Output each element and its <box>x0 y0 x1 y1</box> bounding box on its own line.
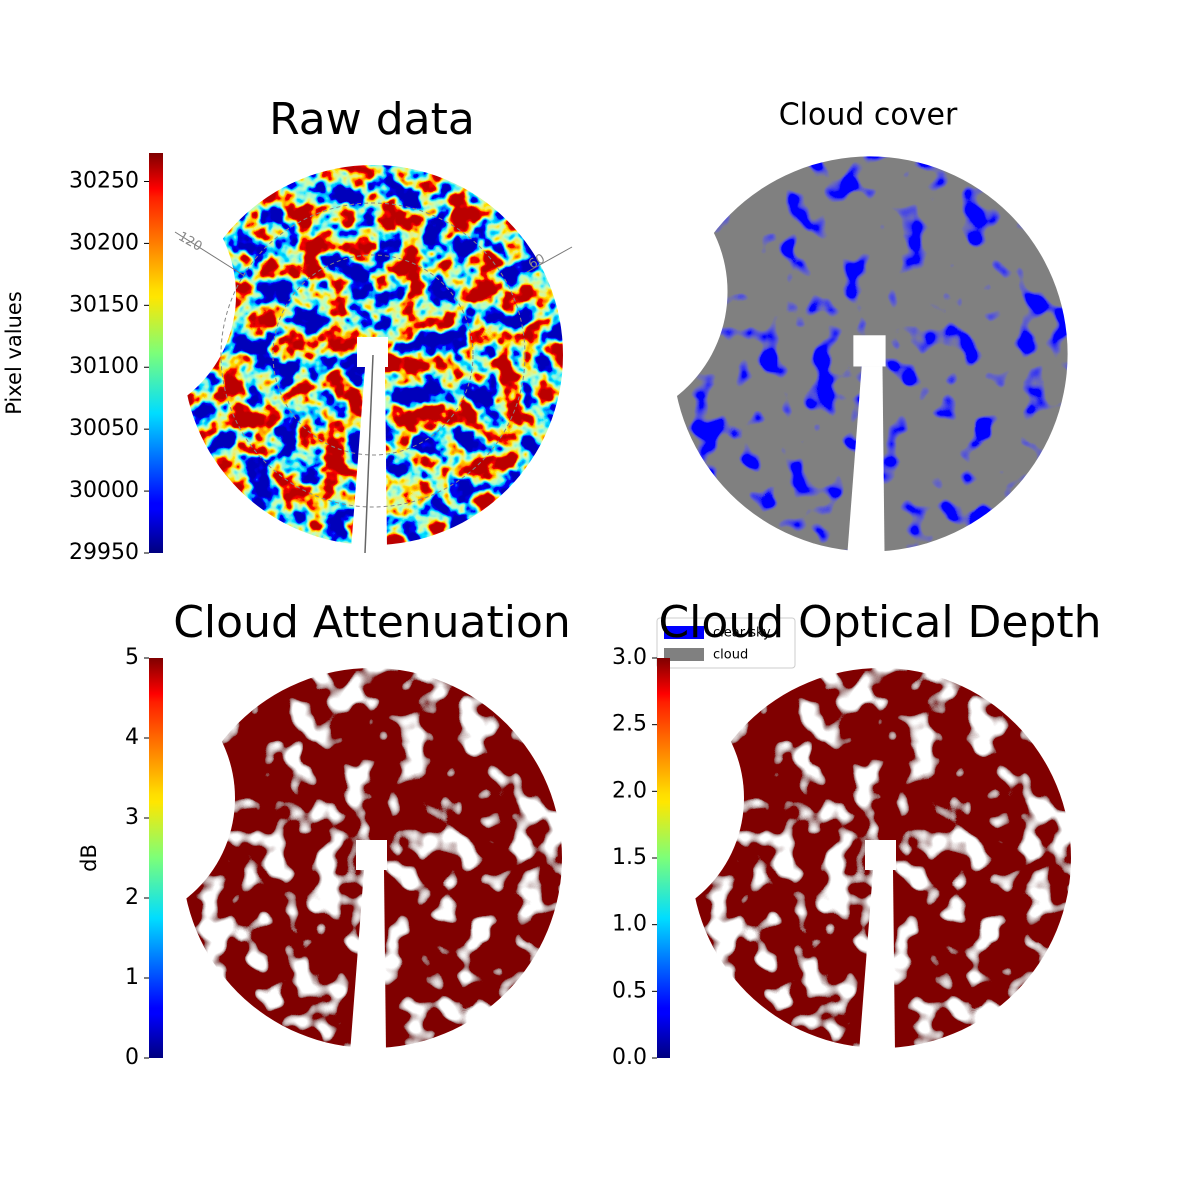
colorbar-tick-label: 30000 <box>69 478 139 503</box>
raw-image <box>173 155 573 555</box>
colorbar-tick-label: 30100 <box>69 354 139 379</box>
colorbar-tick-label: 29950 <box>69 540 139 565</box>
legend-swatch <box>664 626 704 639</box>
panel-title: Cloud cover <box>779 98 958 133</box>
colorbar-tick-label: 30150 <box>69 292 139 317</box>
colorbar <box>149 658 163 1058</box>
angle-annotation: 60 <box>526 251 548 272</box>
colorbar-tick-label: 1 <box>125 965 139 990</box>
legend-label: clear sky <box>713 626 771 641</box>
panel-title: Raw data <box>269 94 475 145</box>
colorbar-tick-label: 2.5 <box>612 712 647 737</box>
colorbar-tick-label: 3.0 <box>612 645 647 670</box>
colorbar-tick-label: 30200 <box>69 230 139 255</box>
colorbar-tick-label: 1.5 <box>612 845 647 870</box>
colorbar-tick-label: 2.0 <box>612 778 647 803</box>
panel-title: Cloud Optical Depth <box>658 597 1101 648</box>
attenuation-image <box>172 658 572 1058</box>
colorbar-tick-label: 5 <box>125 645 139 670</box>
colorbar-tick-label: 0.5 <box>612 978 647 1003</box>
legend-label: cloud <box>713 648 748 663</box>
colorbar-tick-label: 30050 <box>69 416 139 441</box>
colorbar-tick-label: 1.0 <box>612 912 647 937</box>
panel-title: Cloud Attenuation <box>173 597 571 648</box>
optical-depth-image <box>681 658 1081 1058</box>
colorbar <box>149 153 163 553</box>
colorbar-label: dB <box>77 844 101 872</box>
colorbar-tick-label: 0.0 <box>612 1045 647 1070</box>
colorbar-label: Pixel values <box>2 291 26 415</box>
colorbar-tick-label: 0 <box>125 1045 139 1070</box>
legend-swatch <box>664 648 704 661</box>
colorbar-tick-label: 3 <box>125 805 139 830</box>
colorbar-tick-label: 30250 <box>69 168 139 193</box>
cloud-cover-image <box>662 146 1078 562</box>
colorbar <box>657 658 670 1058</box>
colorbar-tick-label: 4 <box>125 725 139 750</box>
colorbar-tick-label: 2 <box>125 885 139 910</box>
